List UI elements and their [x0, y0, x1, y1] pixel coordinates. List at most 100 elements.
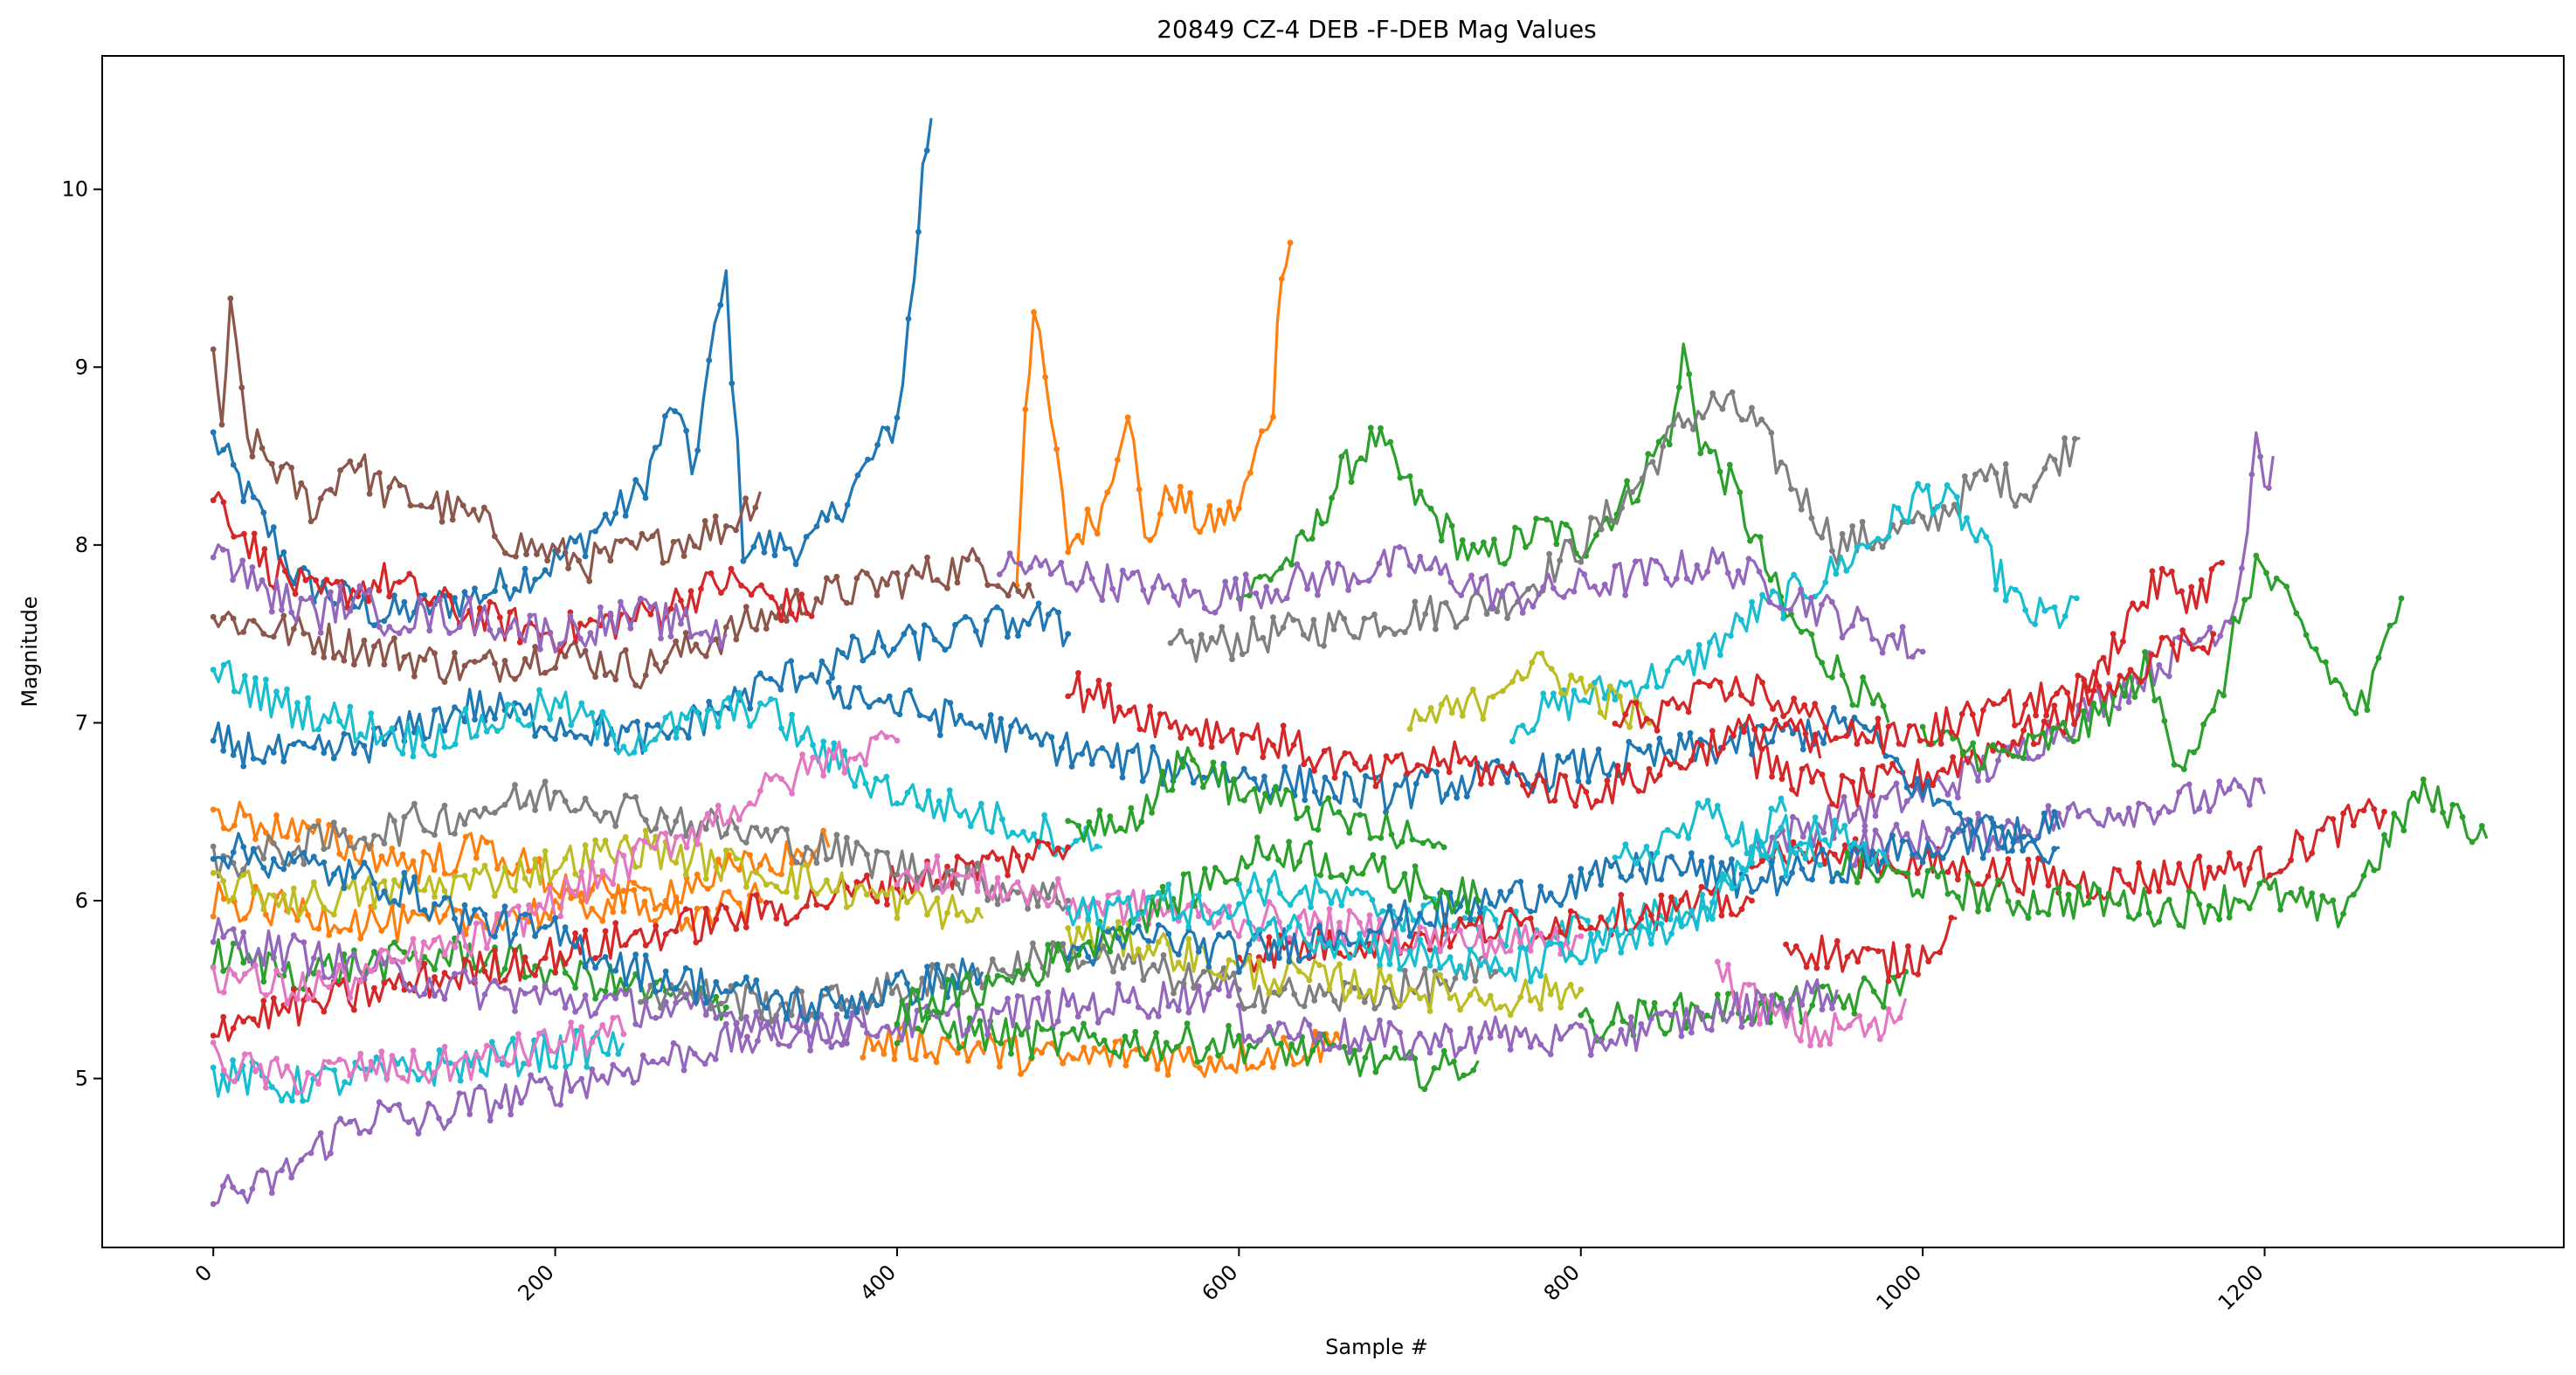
- data-point: [416, 596, 423, 603]
- data-point: [2330, 816, 2337, 822]
- data-point: [622, 792, 629, 799]
- data-point: [984, 1032, 991, 1038]
- data-point: [1664, 667, 1671, 674]
- data-point: [268, 1083, 275, 1090]
- data-point: [1820, 829, 1827, 836]
- data-point: [1469, 686, 1476, 693]
- data-point: [1924, 835, 1931, 842]
- data-point: [1028, 1054, 1035, 1061]
- data-point: [1492, 969, 1499, 975]
- data-point: [854, 472, 861, 479]
- data-point: [2196, 853, 2203, 860]
- data-point: [270, 840, 277, 846]
- data-point: [1658, 892, 1665, 899]
- data-point: [620, 888, 627, 895]
- data-point: [1778, 795, 1785, 802]
- data-point: [1259, 428, 1265, 434]
- data-point: [2226, 850, 2233, 856]
- data-point: [1861, 823, 1868, 829]
- data-point: [896, 711, 903, 718]
- series-line-20: [1785, 916, 1958, 983]
- data-point: [220, 1013, 227, 1020]
- data-point: [1410, 916, 1417, 923]
- data-point: [597, 548, 604, 555]
- data-point: [923, 147, 930, 154]
- data-point: [347, 834, 354, 840]
- data-point: [860, 1054, 867, 1061]
- data-point: [1686, 370, 1693, 377]
- data-point: [1517, 1032, 1524, 1039]
- data-point: [894, 1020, 901, 1027]
- data-point: [713, 993, 720, 1000]
- data-point: [894, 871, 901, 878]
- series-22: [210, 1014, 627, 1096]
- data-point: [1357, 930, 1363, 937]
- data-point: [528, 1072, 534, 1079]
- data-point: [1291, 991, 1298, 998]
- data-point: [2179, 627, 2186, 633]
- data-point: [547, 1047, 553, 1054]
- data-point: [1494, 608, 1501, 615]
- data-point: [1038, 562, 1044, 569]
- data-point: [2364, 707, 2371, 714]
- data-point: [828, 1044, 835, 1051]
- data-point: [582, 927, 589, 934]
- data-point: [1867, 1022, 1873, 1029]
- data-point: [974, 907, 981, 913]
- data-point: [1478, 781, 1484, 787]
- data-point: [1386, 1019, 1393, 1026]
- series-line-8: [998, 545, 1923, 660]
- data-point: [673, 638, 680, 645]
- data-point: [1875, 715, 1882, 722]
- data-point: [2165, 809, 2172, 815]
- data-point: [452, 971, 458, 978]
- data-point: [2045, 882, 2052, 888]
- data-point: [1401, 967, 1408, 974]
- data-point: [1578, 1012, 1585, 1019]
- data-point: [1147, 703, 1153, 710]
- data-point: [1685, 708, 1692, 715]
- data-point: [1614, 763, 1621, 770]
- data-point: [351, 950, 357, 957]
- data-point: [1240, 1005, 1247, 1012]
- data-point: [1799, 746, 1806, 753]
- data-point: [2210, 631, 2217, 637]
- data-point: [1336, 1044, 1343, 1051]
- data-point: [907, 687, 913, 694]
- data-point: [1386, 903, 1393, 909]
- data-point: [532, 985, 538, 992]
- data-point: [1477, 909, 1483, 916]
- data-point: [1861, 975, 1868, 982]
- data-point: [1427, 705, 1434, 711]
- data-point: [1763, 853, 1770, 860]
- data-point: [2090, 700, 2097, 707]
- data-point: [667, 605, 674, 612]
- data-point: [694, 905, 701, 912]
- data-point: [820, 772, 827, 779]
- series-15: [210, 1010, 867, 1207]
- data-point: [662, 968, 669, 975]
- data-point: [1587, 870, 1594, 877]
- data-point: [2256, 881, 2263, 888]
- data-point: [1316, 962, 1323, 969]
- data-point: [768, 867, 774, 873]
- data-point: [1571, 588, 1578, 595]
- data-point: [330, 871, 337, 878]
- data-point: [839, 650, 846, 656]
- data-point: [1352, 797, 1359, 804]
- data-point: [521, 974, 528, 980]
- data-point: [1598, 526, 1605, 533]
- data-point: [2145, 909, 2152, 916]
- data-point: [1034, 890, 1041, 897]
- data-point: [1875, 948, 1882, 955]
- data-point: [441, 1043, 448, 1050]
- data-point: [1379, 908, 1386, 915]
- data-point: [1165, 1003, 1172, 1010]
- data-point: [2191, 749, 2197, 756]
- data-point: [1550, 690, 1557, 697]
- data-point: [1695, 641, 1702, 648]
- data-point: [1296, 859, 1302, 865]
- series-line-3: [1169, 390, 2081, 663]
- data-point: [334, 578, 341, 585]
- data-point: [1502, 561, 1508, 567]
